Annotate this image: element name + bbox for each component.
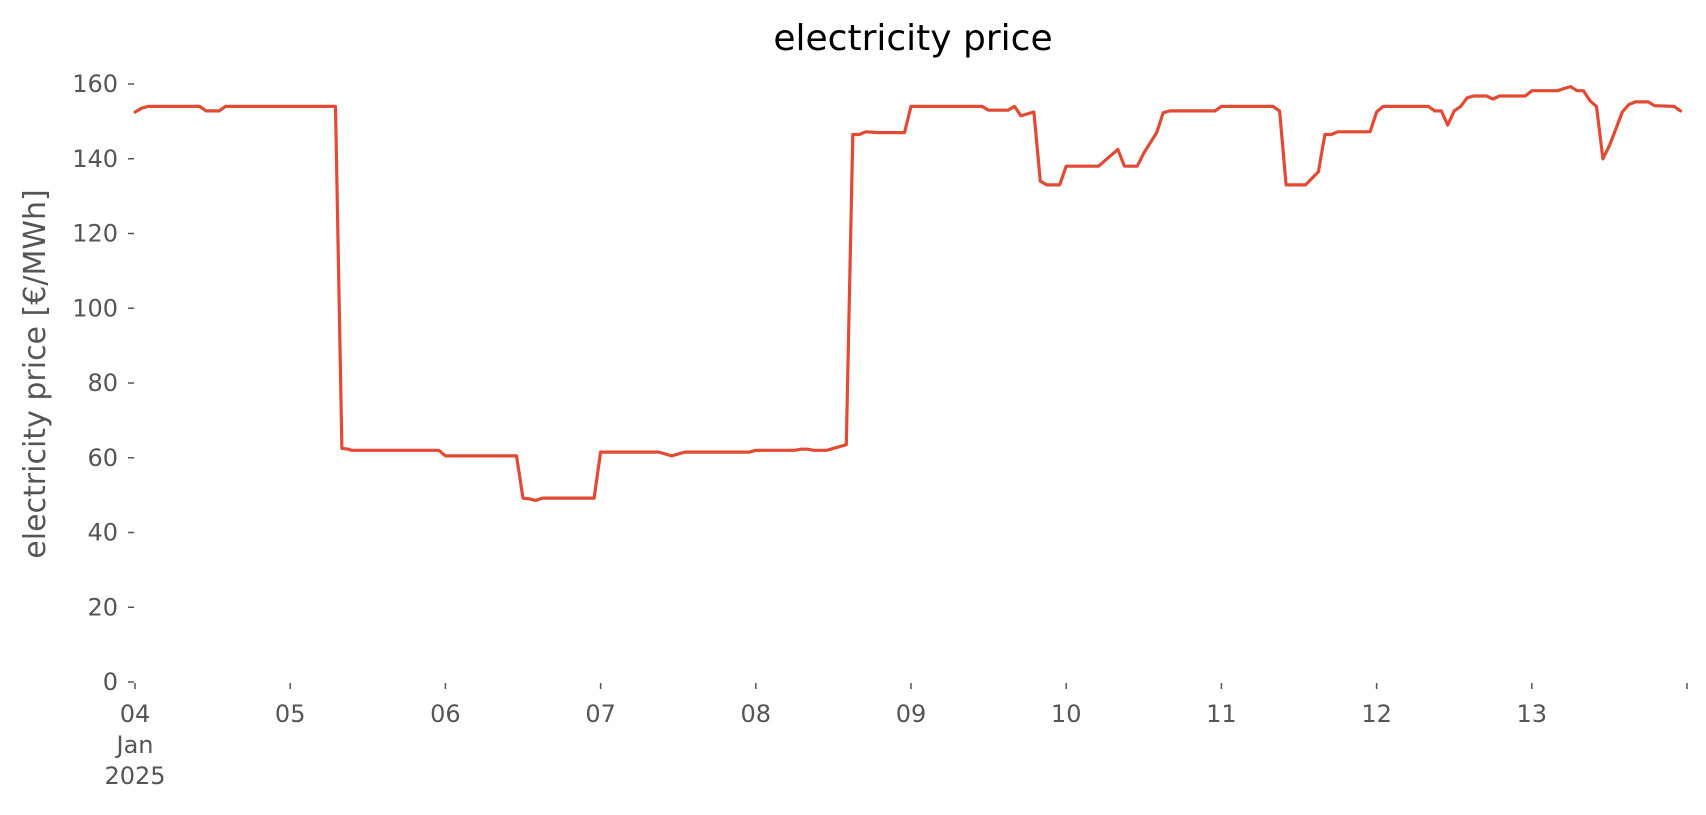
y-tick-label: 160	[72, 70, 118, 98]
plot-area	[133, 85, 1683, 502]
y-tick-label: 80	[87, 369, 118, 397]
x-tick-label: 06	[430, 700, 461, 728]
x-tick-label: 10	[1051, 700, 1082, 728]
y-tick-label: 20	[87, 593, 118, 621]
y-tick-label: 100	[72, 294, 118, 322]
x-tick-label: 11	[1206, 700, 1237, 728]
y-tick-label: 120	[72, 220, 118, 248]
y-axis-label: electricity price [€/MWh]	[18, 189, 53, 558]
x-tick-label: 05	[275, 700, 306, 728]
x-tick-label: 09	[896, 700, 927, 728]
x-tick-label: 07	[585, 700, 616, 728]
y-tick-label: 0	[103, 668, 118, 696]
x-tick-label: 13	[1517, 700, 1548, 728]
y-axis: 0 20 40 60 80 100 120 140 160	[72, 70, 134, 696]
x-tick-label: Jan	[115, 731, 154, 759]
x-axis: 04 Jan 2025 05 06 07 08 09 10 11 12 13	[104, 683, 1688, 790]
y-tick-label: 40	[87, 519, 118, 547]
x-tick-label: 08	[741, 700, 772, 728]
y-tick-label: 60	[87, 444, 118, 472]
y-tick-label: 140	[72, 145, 118, 173]
chart-title: electricity price	[773, 18, 1052, 59]
series-line	[133, 85, 1683, 502]
x-tick-label: 12	[1361, 700, 1392, 728]
x-tick-label: 2025	[104, 762, 165, 790]
x-tick-label: 04	[120, 700, 151, 728]
